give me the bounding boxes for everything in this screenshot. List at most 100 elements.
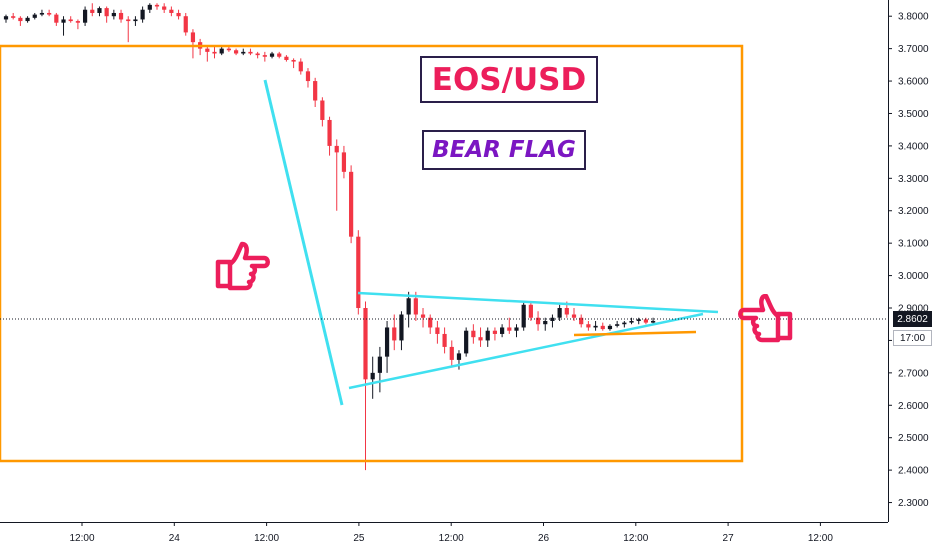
- pointing-hand-icon: [215, 241, 270, 291]
- candle: [190, 29, 196, 59]
- candle: [18, 16, 23, 26]
- candle: [118, 9, 124, 23]
- candle: [3, 14, 9, 23]
- candle-body: [571, 314, 577, 318]
- candle-body: [413, 298, 418, 315]
- y-tick-label: 3.4000: [898, 141, 929, 152]
- x-tick-label: 26: [538, 533, 550, 544]
- candle-body: [399, 314, 404, 341]
- candle: [593, 320, 598, 331]
- candle: [82, 6, 88, 26]
- candle: [478, 327, 483, 347]
- candle: [233, 48, 239, 56]
- candle: [90, 3, 95, 17]
- candle-body: [190, 32, 196, 43]
- candle: [262, 51, 267, 62]
- candle-body: [485, 330, 490, 341]
- candle: [298, 58, 303, 75]
- candle-body: [622, 322, 627, 325]
- x-tick-label: 12:00: [808, 533, 833, 544]
- candle-body: [226, 48, 231, 51]
- candle-body: [212, 51, 217, 54]
- candle: [600, 322, 605, 331]
- candle: [435, 320, 440, 344]
- candle: [32, 12, 37, 20]
- candle-body: [140, 9, 145, 20]
- pattern-label: BEAR FLAG: [422, 130, 586, 170]
- candle: [442, 327, 447, 354]
- candle: [205, 45, 210, 62]
- candle: [586, 320, 591, 331]
- candle-body: [313, 81, 318, 101]
- candle-body: [370, 372, 375, 380]
- candle: [305, 68, 311, 88]
- time-axis[interactable]: 12:00 24 12:00 25 12:00 26 12:00 27 12:00: [69, 522, 833, 544]
- candle: [320, 97, 325, 127]
- candle-body: [535, 317, 541, 325]
- candle-body: [557, 308, 562, 318]
- y-tick-label: 3.2000: [898, 206, 929, 217]
- candle-body: [269, 53, 275, 57]
- pointing-hand-icon: [738, 294, 793, 343]
- candle-body: [334, 145, 339, 153]
- y-tick-label: 3.8000: [898, 12, 929, 23]
- candle-body: [298, 61, 303, 72]
- candle-body: [284, 56, 289, 60]
- candle-body: [636, 319, 641, 321]
- candle-body: [54, 14, 59, 23]
- candle: [392, 314, 397, 351]
- candle-body: [456, 353, 462, 360]
- candle-body: [435, 327, 440, 334]
- candle-body: [478, 337, 483, 341]
- y-tick-label: 2.9000: [898, 304, 929, 315]
- candle-body: [449, 346, 454, 360]
- candle: [636, 317, 641, 325]
- candle: [651, 317, 656, 325]
- candle-body: [277, 53, 282, 57]
- candle-body: [471, 330, 476, 338]
- candle: [61, 16, 66, 36]
- candle-body: [514, 327, 519, 331]
- candle: [291, 58, 296, 69]
- candle: [212, 45, 217, 59]
- candle-body: [615, 324, 620, 326]
- candle-body: [528, 304, 533, 318]
- candle: [571, 308, 577, 321]
- candle: [313, 77, 318, 107]
- candle-body: [521, 304, 526, 328]
- candle: [471, 324, 476, 344]
- candle: [492, 327, 498, 341]
- candle-body: [3, 16, 9, 20]
- candle-body: [75, 21, 80, 23]
- x-tick-label: 12:00: [623, 533, 648, 544]
- candle: [176, 9, 181, 20]
- last-price-tag: 2.8602: [893, 311, 932, 327]
- candle-body: [61, 19, 66, 23]
- candle: [341, 145, 347, 179]
- flagpole-line: [263, 79, 344, 406]
- y-tick-label: 2.5000: [898, 433, 929, 444]
- price-axis[interactable]: 2.30002.40002.50002.60002.70002.80002.90…: [888, 12, 929, 509]
- candle: [622, 320, 627, 328]
- candle-body: [262, 55, 267, 57]
- candle-body: [643, 319, 649, 323]
- candle-body: [442, 333, 447, 347]
- candle-body: [305, 71, 311, 82]
- candle: [255, 51, 260, 59]
- y-tick-label: 3.6000: [898, 77, 929, 88]
- candle: [384, 320, 390, 373]
- candle: [97, 6, 102, 17]
- candle-body: [579, 317, 584, 325]
- candle-body: [126, 19, 131, 22]
- candle-body: [327, 119, 332, 146]
- candle: [535, 311, 541, 331]
- candle: [507, 317, 512, 334]
- y-tick-label: 2.4000: [898, 466, 929, 477]
- candle-body: [205, 48, 210, 52]
- x-tick-label: 24: [169, 533, 181, 544]
- candle-body: [183, 16, 188, 33]
- candle: [377, 346, 382, 393]
- candle-body: [500, 327, 505, 334]
- y-tick-label: 3.0000: [898, 271, 929, 282]
- candle: [420, 308, 426, 328]
